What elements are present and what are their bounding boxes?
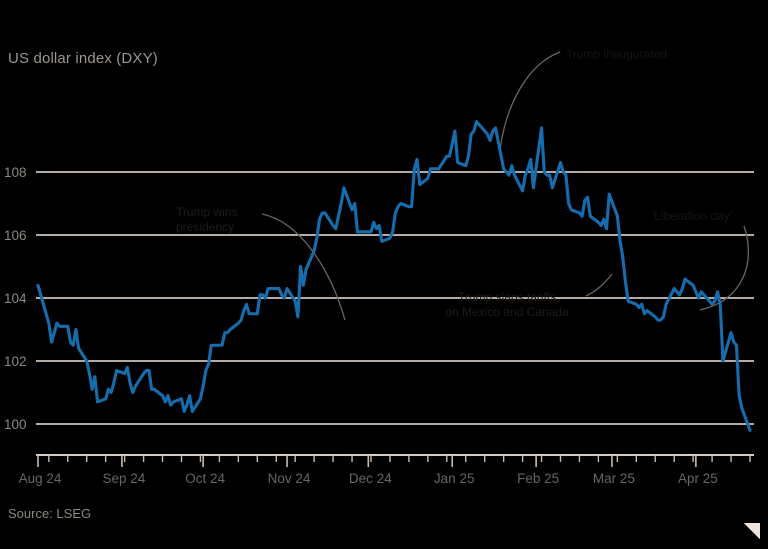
annotation-leader-liberation-day [699,225,750,311]
x-axis-tick-label: Nov 24 [268,471,311,486]
x-axis-labels-group: Aug 24 Sep 24 Oct 24 Nov 24 Dec 24 Jan 25 Feb … [19,471,718,486]
x-axis-tick-label: Sep 24 [103,471,146,486]
annotation-trump-slaps-tariffs: Trump slaps tariffs on Mexico and Canada [445,290,569,319]
y-axis-tick-label: 108 [4,165,27,180]
chart-title: US dollar index (DXY) [8,50,158,67]
gridlines-group [36,171,754,425]
x-axis-tick-label: Aug 24 [19,471,62,486]
annotation-line: Trump wins [176,205,238,219]
y-axis-tick-label: 104 [4,291,27,306]
annotation-leader-trump-inaugurated [499,51,561,151]
x-axis-group [36,454,754,467]
y-axis-tick-label: 102 [4,354,27,369]
y-axis-labels-group: 108 106 104 102 100 [4,165,27,432]
annotation-line: on Mexico and Canada [445,305,569,319]
source-caption: Source: LSEG [8,506,92,521]
annotation-line: presidency [176,220,234,234]
annotation-leader-lines-group [261,51,750,321]
x-axis-tick-label: Mar 25 [593,471,635,486]
annotation-line: 'Liberation day' [652,209,732,223]
annotation-liberation-day: 'Liberation day' [652,209,732,223]
annotation-trump-inaugurated: Trump inaugurated [566,47,667,61]
series-line-dxy [36,120,752,432]
annotation-leader-trump-wins-presidency [261,213,346,321]
chart-plot-area: 108 106 104 102 100 Aug 24 Sep 24 Oct 24 Nov 24… [4,47,754,486]
annotations-group: Trump wins presidency Trump inaugurated Tru… [176,47,732,319]
x-axis-tick-label: Jan 25 [434,471,475,486]
annotation-line: Trump inaugurated [566,47,667,61]
ft-corner-mark [744,523,760,539]
annotation-leader-trump-slaps-tariffs [585,273,613,297]
x-axis-tick-label: Apr 25 [678,471,718,486]
y-axis-tick-label: 100 [4,417,27,432]
x-axis-tick-label: Feb 25 [517,471,559,486]
x-axis-tick-label: Dec 24 [349,471,392,486]
annotation-line: Trump slaps tariffs [458,290,556,304]
annotation-trump-wins-presidency: Trump wins presidency [176,205,238,234]
x-axis-tick-label: Oct 24 [185,471,225,486]
y-axis-tick-label: 106 [4,228,27,243]
